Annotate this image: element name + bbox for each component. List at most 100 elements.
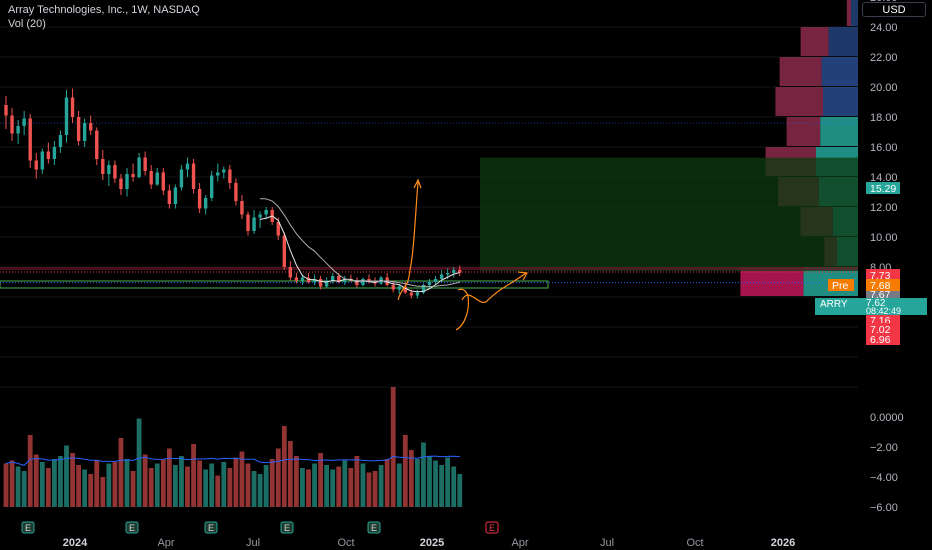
candle-body [89,123,93,131]
candle-body [113,165,117,179]
candle-body [197,189,202,209]
candle-body [324,280,329,287]
volume-bar [415,459,420,507]
volume-bar [445,457,451,507]
pre-tag-bg [828,279,854,291]
candle-body [70,97,75,117]
volume-bar [366,472,372,507]
volume-bar [251,471,257,507]
candle-body [64,97,69,135]
volume-bar [154,463,160,507]
candle-body [191,163,196,189]
volume-bar [421,442,426,507]
volume-bar [58,456,63,507]
y-tick-label: 20.00 [870,82,898,94]
y-tick-label: −6.00 [870,502,898,514]
earnings-marker [125,521,139,534]
drawing-zones [0,122,858,289]
target-zone [480,157,858,272]
volume-bar [306,469,311,507]
candle-body [452,270,456,273]
candle-body [258,214,262,218]
y-tick-label: 0.0000 [870,412,904,424]
volume-bar [39,462,45,507]
x-tick-label: Oct [337,537,354,549]
volume-bar [215,475,221,507]
y-tick-label: −2.00 [870,442,898,454]
volume-bar [160,459,166,507]
candle-body [101,159,105,174]
volume-bar [191,444,196,507]
volume-bar [209,463,215,507]
earnings-letter: E [371,523,377,533]
candle-body [355,280,359,285]
volume-bar [185,466,190,507]
candle-body [179,169,184,188]
candle-body [131,174,135,177]
volume-bar [130,471,136,507]
time-axis[interactable]: 2024 Apr Jul Oct 2025 Apr Jul Oct 2026 [63,537,795,549]
candle-body [76,117,81,141]
volume-bar [9,460,15,507]
candle-body [210,175,214,198]
volume-bar [173,465,178,507]
volume-bar [427,456,432,507]
earnings-letter: E [284,523,290,533]
candle-body [427,282,432,285]
ma-slow-line [260,198,460,288]
volume-bar [336,466,342,507]
pre-tag: Pre [832,280,849,292]
volume-bar [3,463,9,507]
candle-body [22,118,26,126]
chart-legend: Array Technologies, Inc., 1W, NASDAQ Vol… [8,3,200,31]
currency-button[interactable]: USD [862,2,926,17]
volume-bar [318,453,323,507]
candle-body [167,190,172,204]
earnings-marker [21,521,35,534]
candle-body [137,157,141,177]
earnings-marker [485,521,499,534]
x-tick-label: 2026 [771,537,795,549]
last-value: 7.62 [866,298,886,309]
candle-body [240,201,244,215]
volume-bar [457,474,463,507]
candle-body [234,183,238,201]
earnings-letter: E [208,523,214,533]
earnings-marker [367,521,381,534]
profile-down-bar [800,27,829,56]
volume-bar [360,463,366,507]
candle-body [4,105,8,116]
volume-bar [124,459,130,507]
volume-bar [396,463,402,507]
profile-down-bar [786,117,821,146]
profile-up-bar [823,87,858,116]
candle-body [439,274,444,279]
volume-bar [451,466,457,507]
candle-body [28,118,32,161]
x-tick-label: Oct [686,537,703,549]
volume-bar [378,465,384,507]
volume-bar [148,468,154,507]
candle-body [222,169,226,173]
volume-bar [21,471,27,507]
last-countdown: 08:42:49 [866,306,901,316]
volume-bar [45,468,51,507]
candle-body [415,292,420,296]
candle-body [216,172,220,176]
candle-body [185,163,190,170]
profile-down-bar [779,57,822,86]
candle-body [46,151,51,159]
x-tick-label: Apr [511,537,528,549]
candle-body [300,277,305,281]
candle-body [391,285,395,290]
candle-body [458,270,462,273]
candle-body [149,171,153,185]
price-tag: 15.29 [870,183,896,195]
y-tick-label: −4.00 [870,472,898,484]
stop-zone [0,267,858,270]
candle-body [331,276,335,281]
candle-body [40,151,44,170]
